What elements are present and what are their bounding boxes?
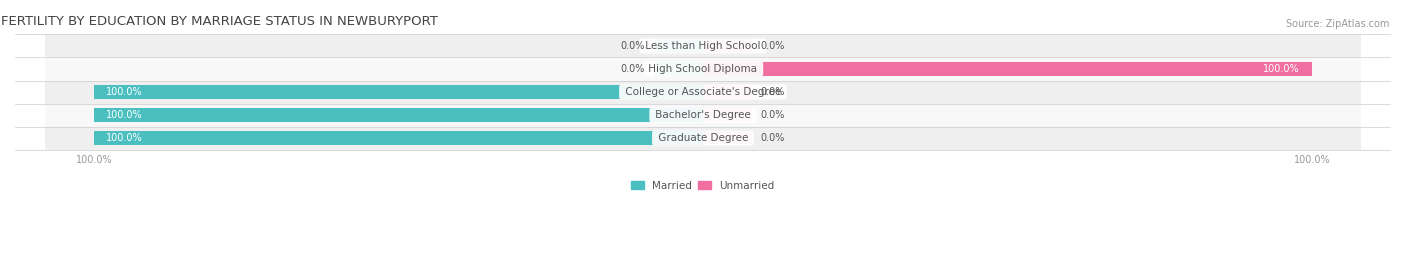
Bar (703, 85, 752, 99)
Bar (703, 131, 752, 145)
Bar (703, 39, 752, 53)
Bar (45, 104, 1361, 126)
Text: 100.0%: 100.0% (1263, 64, 1299, 74)
Text: 100.0%: 100.0% (107, 133, 143, 143)
Bar (703, 108, 752, 122)
Text: College or Associate's Degree: College or Associate's Degree (621, 87, 785, 97)
Text: High School Diploma: High School Diploma (645, 64, 761, 74)
Bar (45, 58, 1361, 80)
Text: 0.0%: 0.0% (761, 41, 785, 51)
Bar (654, 62, 703, 76)
Text: Less than High School: Less than High School (643, 41, 763, 51)
Bar (703, 62, 1312, 76)
Bar (654, 39, 703, 53)
Text: 0.0%: 0.0% (761, 133, 785, 143)
Legend: Married, Unmarried: Married, Unmarried (627, 176, 779, 195)
Text: Bachelor's Degree: Bachelor's Degree (652, 110, 754, 120)
Bar (45, 80, 1361, 104)
Bar (94, 108, 703, 122)
Bar (45, 34, 1361, 58)
Text: Source: ZipAtlas.com: Source: ZipAtlas.com (1285, 19, 1389, 29)
Text: 0.0%: 0.0% (761, 110, 785, 120)
Text: FERTILITY BY EDUCATION BY MARRIAGE STATUS IN NEWBURYPORT: FERTILITY BY EDUCATION BY MARRIAGE STATU… (1, 15, 439, 28)
Bar (94, 85, 703, 99)
Bar (94, 131, 703, 145)
Bar (45, 126, 1361, 150)
Text: 0.0%: 0.0% (621, 41, 645, 51)
Text: 0.0%: 0.0% (621, 64, 645, 74)
Text: 100.0%: 100.0% (107, 87, 143, 97)
Text: 0.0%: 0.0% (761, 87, 785, 97)
Text: Graduate Degree: Graduate Degree (655, 133, 751, 143)
Text: 100.0%: 100.0% (107, 110, 143, 120)
